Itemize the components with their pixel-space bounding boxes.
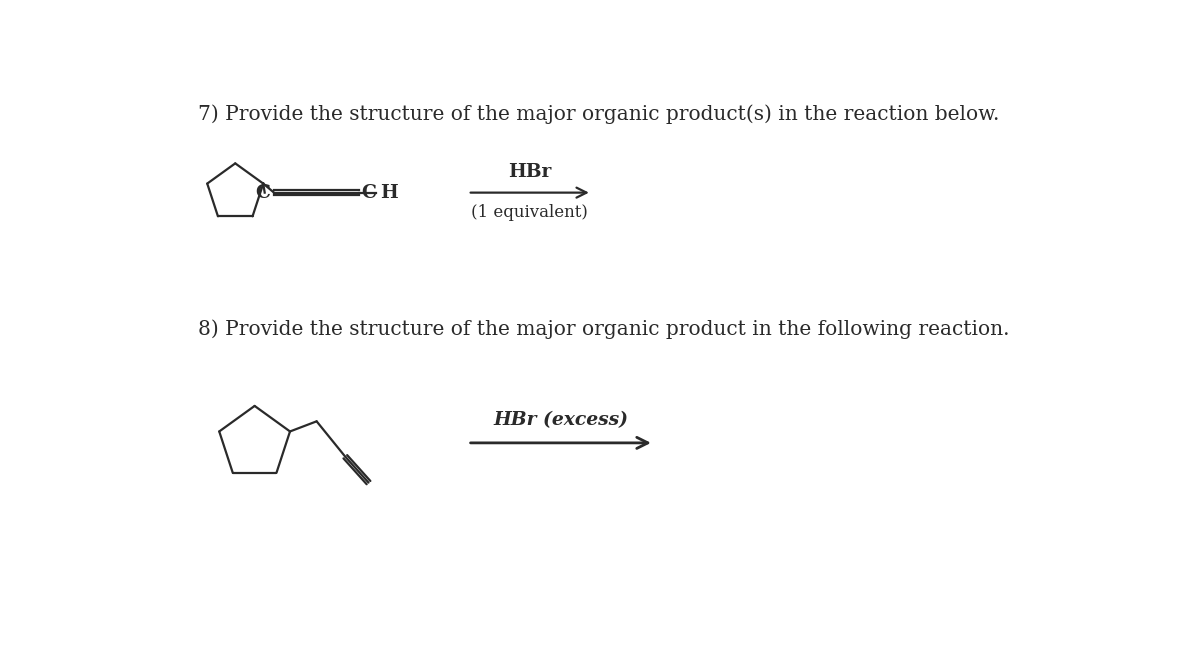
Text: 8) Provide the structure of the major organic product in the following reaction.: 8) Provide the structure of the major or… [198, 320, 1009, 340]
Text: C: C [361, 183, 376, 202]
Text: H: H [380, 183, 398, 202]
Text: HBr: HBr [508, 163, 552, 181]
Text: (1 equivalent): (1 equivalent) [472, 204, 588, 221]
Text: 7) Provide the structure of the major organic product(s) in the reaction below.: 7) Provide the structure of the major or… [198, 104, 1000, 124]
Text: HBr (excess): HBr (excess) [493, 411, 629, 429]
Text: C: C [256, 183, 270, 202]
